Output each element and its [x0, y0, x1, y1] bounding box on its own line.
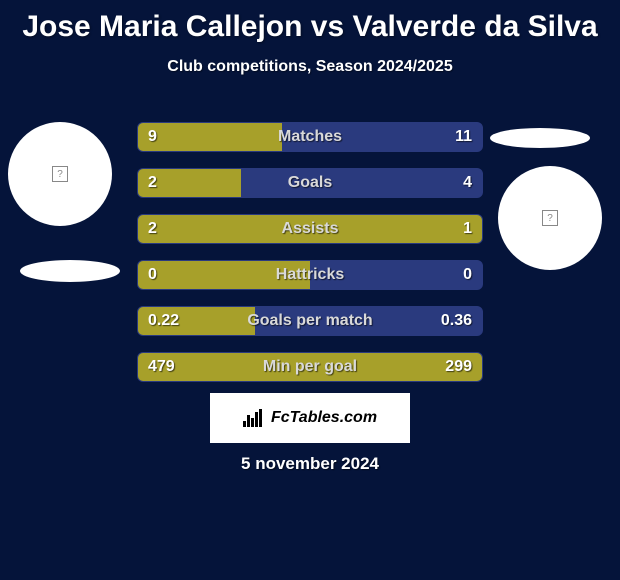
date-text: 5 november 2024 [0, 454, 620, 474]
stat-value-left: 2 [148, 174, 157, 192]
stat-value-left: 2 [148, 220, 157, 238]
stat-row: 2 4 Goals [137, 168, 483, 198]
stat-label: Matches [278, 128, 342, 146]
broken-image-icon: ? [542, 210, 558, 226]
stat-value-right: 0.36 [441, 312, 472, 330]
stat-label: Goals [288, 174, 332, 192]
stat-value-left: 0.22 [148, 312, 179, 330]
stat-row: 479 299 Min per goal [137, 352, 483, 382]
branding-text: FcTables.com [271, 409, 377, 427]
stat-value-right: 299 [445, 358, 472, 376]
player1-shadow [20, 260, 120, 282]
stat-label: Min per goal [263, 358, 357, 376]
stat-value-right: 0 [463, 266, 472, 284]
stat-fill-left [138, 123, 282, 151]
page-title: Jose Maria Callejon vs Valverde da Silva [0, 0, 620, 44]
stat-value-right: 1 [463, 220, 472, 238]
stat-row: 0 0 Hattricks [137, 260, 483, 290]
stats-comparison: 9 11 Matches 2 4 Goals 2 1 Assists 0 0 Hattricks 0.2… [137, 122, 483, 398]
stat-value-left: 9 [148, 128, 157, 146]
stat-value-left: 479 [148, 358, 175, 376]
stat-row: 2 1 Assists [137, 214, 483, 244]
stat-row: 9 11 Matches [137, 122, 483, 152]
player2-shadow [490, 128, 590, 148]
stat-label: Goals per match [247, 312, 372, 330]
player2-avatar: ? [498, 166, 602, 270]
stat-row: 0.22 0.36 Goals per match [137, 306, 483, 336]
fctables-logo-icon [243, 409, 265, 427]
broken-image-icon: ? [52, 166, 68, 182]
stat-label: Assists [282, 220, 339, 238]
stat-value-right: 11 [455, 128, 472, 146]
branding-badge: FcTables.com [210, 393, 410, 443]
page-subtitle: Club competitions, Season 2024/2025 [0, 58, 620, 76]
stat-label: Hattricks [276, 266, 344, 284]
stat-value-right: 4 [463, 174, 472, 192]
player1-avatar: ? [8, 122, 112, 226]
stat-value-left: 0 [148, 266, 157, 284]
stat-fill-right [241, 169, 482, 197]
